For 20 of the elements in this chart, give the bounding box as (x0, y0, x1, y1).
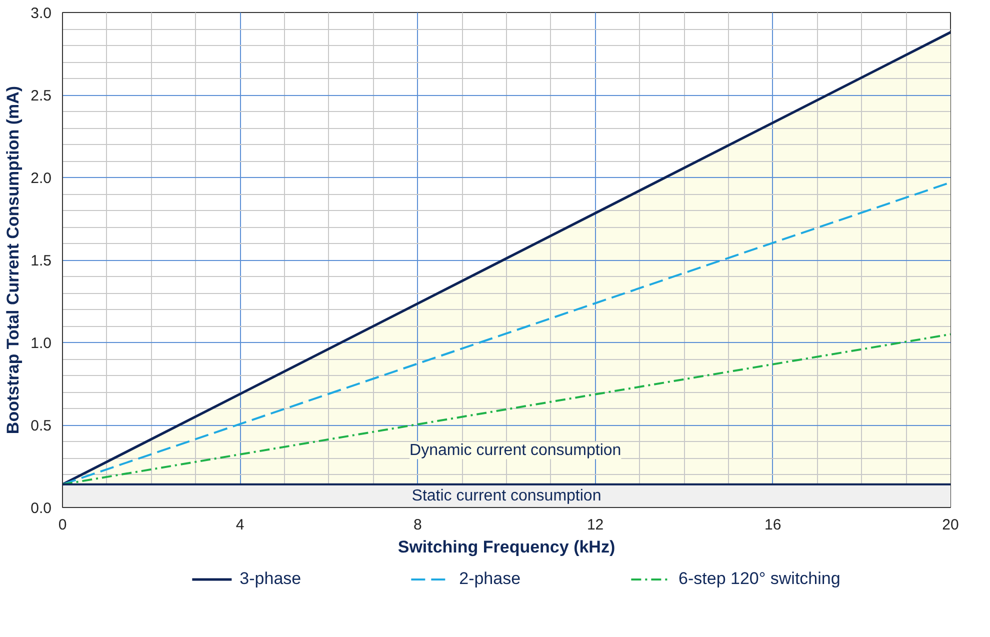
y-axis-title: Bootstrap Total Current Consumption (mA) (4, 86, 23, 434)
annotation: Dynamic current consumption (410, 442, 622, 460)
y-tick-label: 3.0 (30, 5, 52, 22)
x-tick-label: 16 (764, 516, 782, 534)
x-tick-label: 8 (414, 516, 422, 534)
legend-label: 2-phase (459, 569, 521, 589)
y-tick-label: 1.5 (30, 252, 52, 270)
y-tick-label: 0.5 (30, 418, 52, 434)
legend-label: 3-phase (240, 569, 302, 589)
x-tick-label: 20 (942, 516, 959, 534)
band-label: Static current consumption (412, 487, 602, 504)
y-tick-label: 2.0 (30, 170, 52, 187)
legend-label: 6-step 120° switching (678, 569, 840, 589)
y-tick-label: 1.0 (30, 335, 52, 352)
x-tick-label: 0 (58, 516, 67, 534)
y-tick-label: 0.0 (30, 500, 52, 517)
x-axis-title: Switching Frequency (kHz) (398, 538, 616, 556)
y-tick-label: 2.5 (30, 88, 52, 104)
x-tick-label: 12 (586, 516, 604, 534)
x-tick-label: 4 (236, 516, 244, 534)
